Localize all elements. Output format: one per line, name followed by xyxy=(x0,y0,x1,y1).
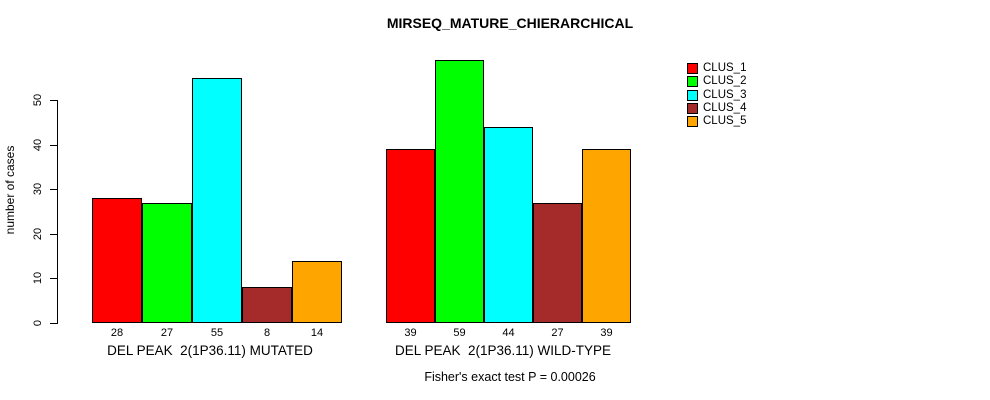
legend-swatch-icon xyxy=(687,63,698,75)
y-tick-mark-50 xyxy=(50,100,57,101)
y-tick-mark-20 xyxy=(50,234,57,235)
bar-clus_3-group1 xyxy=(484,127,533,323)
y-tick-label-20: 20 xyxy=(32,227,44,241)
bar-value-label: 55 xyxy=(210,327,224,339)
legend-swatch-icon xyxy=(687,89,698,101)
legend-item-clus_2: CLUS_2 xyxy=(687,75,746,88)
legend-item-clus_1: CLUS_1 xyxy=(687,62,746,75)
y-tick-mark-10 xyxy=(50,278,57,279)
legend-swatch-icon xyxy=(687,76,698,88)
bar-clus_1-group1 xyxy=(386,149,435,323)
legend-item-clus_4: CLUS_4 xyxy=(687,102,746,115)
legend: CLUS_1 CLUS_2 CLUS_3 CLUS_4 CLUS_5 xyxy=(687,62,746,128)
legend-swatch-icon xyxy=(687,103,698,115)
legend-item-clus_5: CLUS_5 xyxy=(687,115,746,128)
y-tick-mark-30 xyxy=(50,189,57,190)
bar-value-label: 39 xyxy=(404,327,417,339)
bar-clus_2-group0 xyxy=(142,203,192,323)
y-tick-label-40: 40 xyxy=(32,138,44,152)
legend-label: CLUS_3 xyxy=(703,88,747,101)
legend-label: CLUS_1 xyxy=(703,62,747,75)
bar-clus_4-group1 xyxy=(533,203,582,323)
bar-clus_2-group1 xyxy=(435,60,484,323)
chart-title: MIRSEQ_MATURE_CHIERARCHICAL xyxy=(386,15,634,31)
bar-clus_3-group0 xyxy=(192,78,242,323)
y-tick-label-30: 30 xyxy=(32,182,44,196)
bar-clus_1-group0 xyxy=(92,198,142,323)
bar-value-label: 28 xyxy=(110,327,124,339)
legend-label: CLUS_4 xyxy=(703,102,747,115)
bar-clus_5-group1 xyxy=(582,149,631,323)
bar-clus_4-group0 xyxy=(242,287,292,323)
group-label-mutated: DEL PEAK 2(1P36.11) MUTATED xyxy=(107,343,313,358)
legend-item-clus_3: CLUS_3 xyxy=(687,89,746,102)
bar-value-label: 14 xyxy=(310,327,324,339)
bar-value-label: 44 xyxy=(502,327,515,339)
y-tick-label-50: 50 xyxy=(32,93,44,107)
bar-value-label: 8 xyxy=(263,327,271,339)
bar-value-label: 27 xyxy=(551,327,564,339)
y-tick-mark-40 xyxy=(50,145,57,146)
y-tick-mark-0 xyxy=(50,323,57,324)
bar-clus_5-group0 xyxy=(292,261,342,323)
legend-swatch-icon xyxy=(687,116,698,128)
y-axis-line xyxy=(57,100,58,324)
y-tick-label-10: 10 xyxy=(32,271,44,285)
bar-value-label: 27 xyxy=(160,327,174,339)
y-tick-label-0: 0 xyxy=(32,319,44,327)
bar-value-label: 59 xyxy=(453,327,466,339)
fisher-test-annotation: Fisher's exact test P = 0.00026 xyxy=(424,370,596,384)
legend-label: CLUS_2 xyxy=(703,75,747,88)
legend-label: CLUS_5 xyxy=(703,115,747,128)
group-label-wild-type: DEL PEAK 2(1P36.11) WILD-TYPE xyxy=(394,343,612,358)
y-axis-label: number of cases xyxy=(3,145,17,235)
bar-value-label: 39 xyxy=(600,327,613,339)
